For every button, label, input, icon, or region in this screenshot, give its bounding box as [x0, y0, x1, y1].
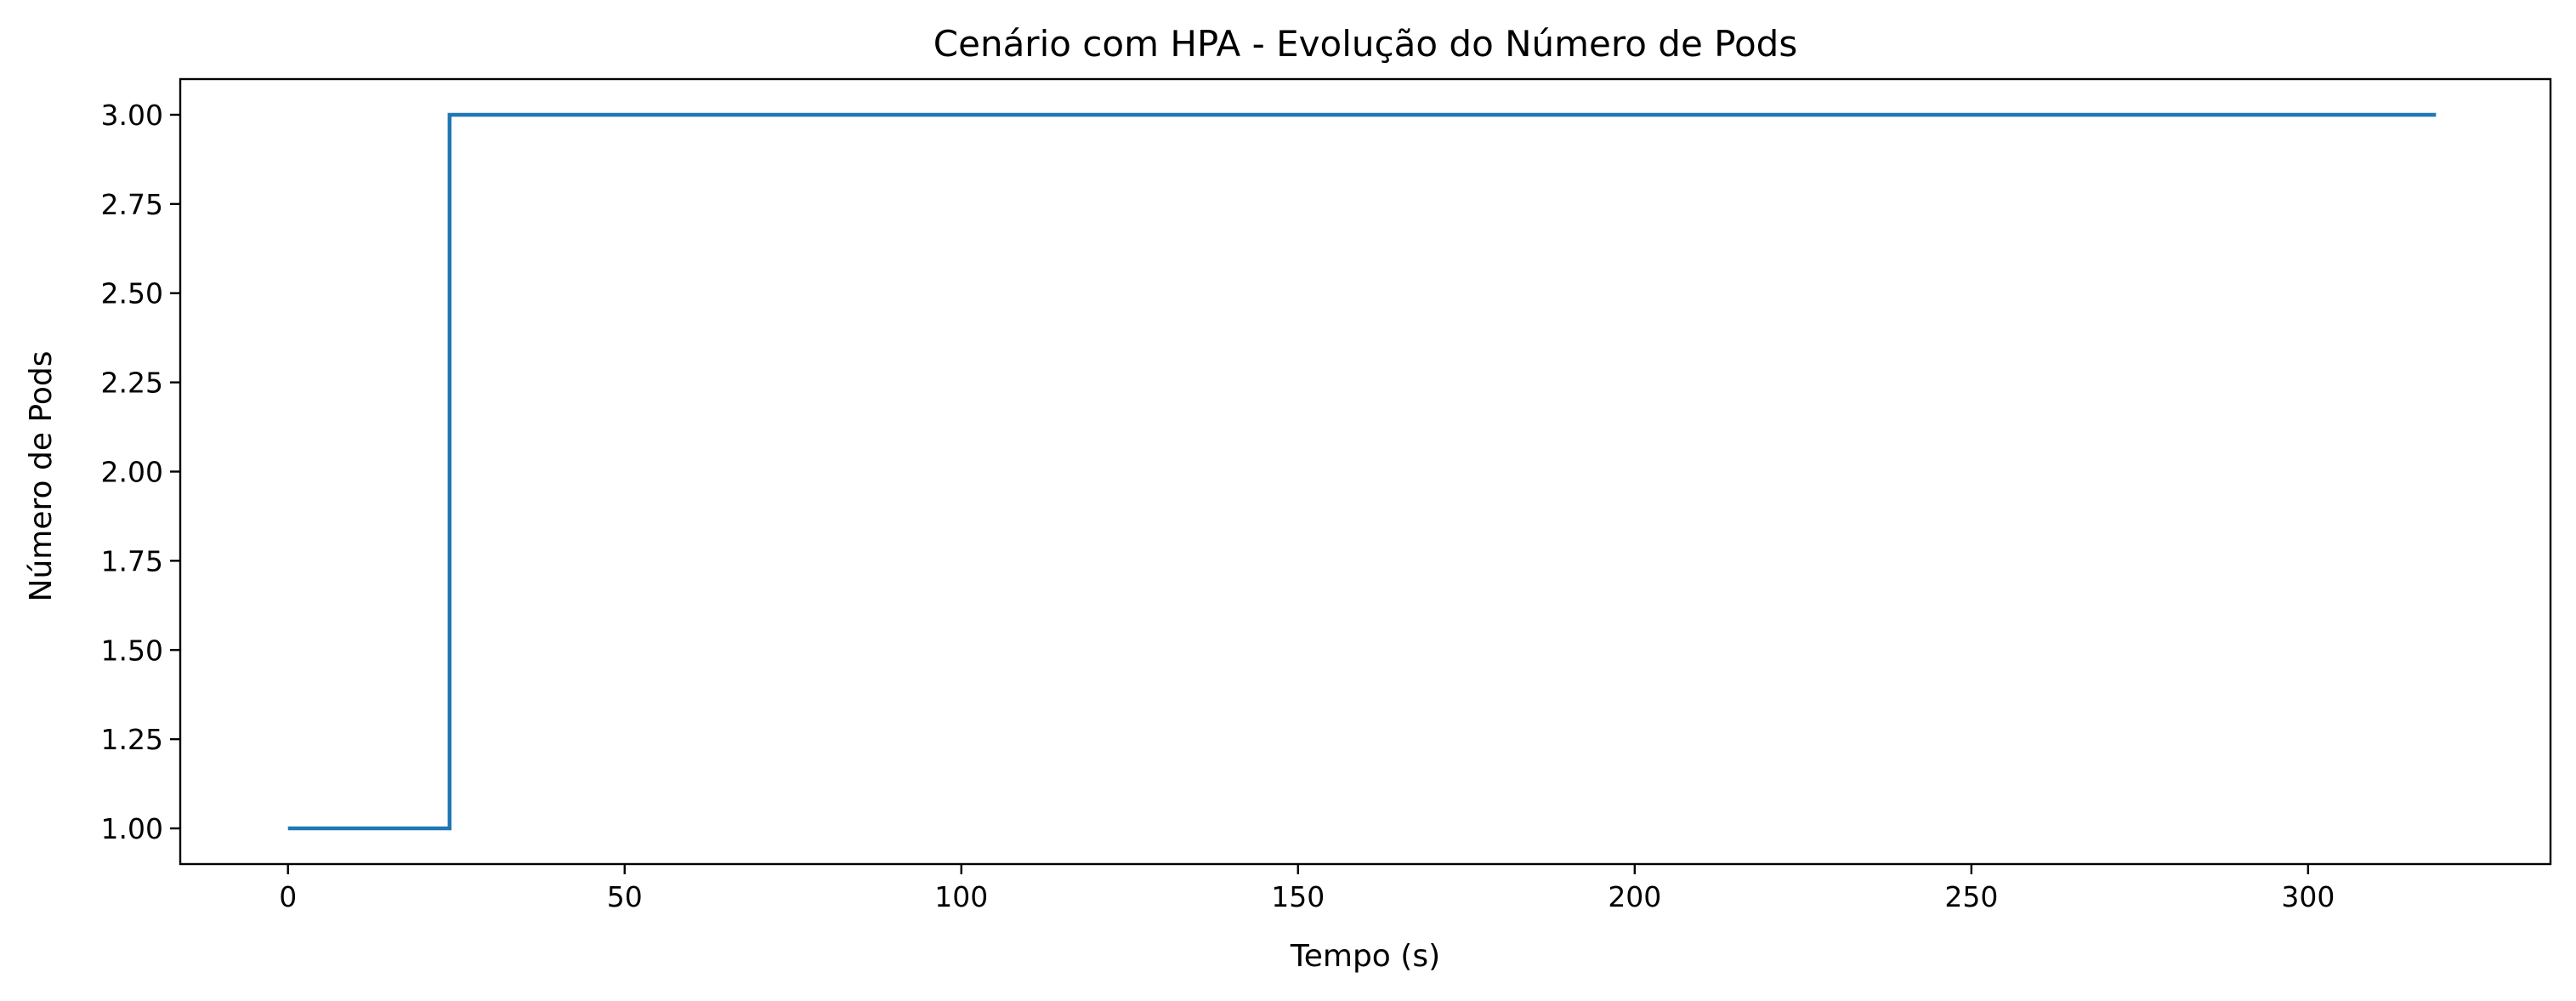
- x-axis-label: Tempo (s): [1290, 939, 1440, 974]
- x-tick-label: 250: [1944, 880, 1998, 913]
- y-tick-label: 1.25: [101, 723, 163, 756]
- y-tick-label: 2.00: [101, 456, 163, 489]
- y-tick-label: 3.00: [101, 99, 163, 132]
- y-axis-ticks: 1.00 1.25 1.50 1.75 2.00 2.25 2.50 2.75 3.00: [101, 99, 180, 845]
- y-tick-label: 2.50: [101, 277, 163, 310]
- y-tick-label: 1.75: [101, 544, 163, 577]
- y-tick-label: 2.75: [101, 188, 163, 221]
- x-axis-ticks: 0 50 100 150 200 250 300: [279, 864, 2335, 913]
- y-tick-label: 1.50: [101, 634, 163, 667]
- x-tick-label: 200: [1608, 880, 1661, 913]
- plot-frame: [179, 77, 2552, 866]
- x-tick-label: 50: [607, 880, 643, 913]
- x-tick-label: 300: [2281, 880, 2335, 913]
- chart-title: Cenário com HPA - Evolução do Número de …: [933, 23, 1797, 65]
- series-line: [287, 112, 2437, 831]
- plot-series: [287, 112, 2437, 831]
- x-tick-label: 0: [279, 880, 297, 913]
- x-tick-label: 150: [1271, 880, 1325, 913]
- y-tick-label: 1.00: [101, 812, 163, 845]
- x-tick-label: 100: [934, 880, 988, 913]
- y-axis-label: Número de Pods: [24, 351, 59, 602]
- y-tick-label: 2.25: [101, 367, 163, 400]
